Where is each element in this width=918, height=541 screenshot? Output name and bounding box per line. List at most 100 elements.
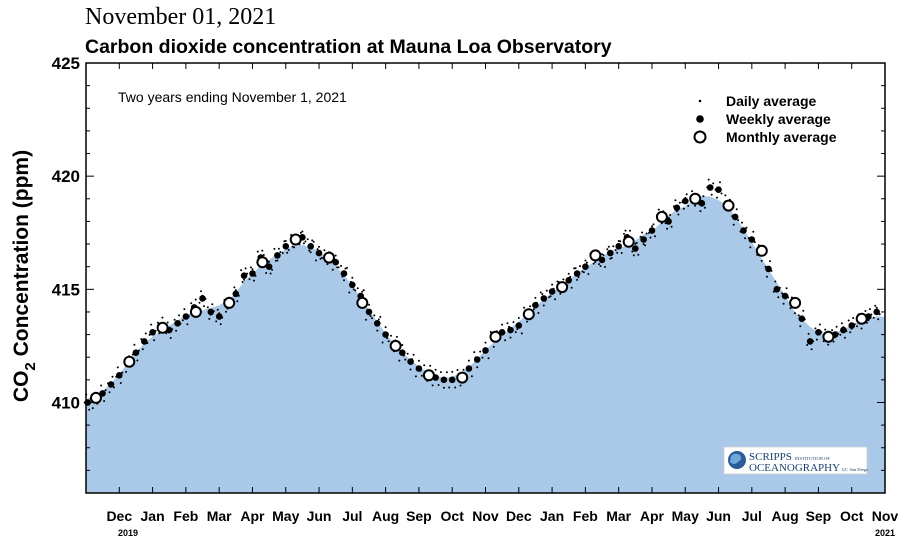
daily-point: [573, 267, 576, 270]
y-tick-label: 415: [52, 280, 80, 299]
legend: Daily average Weekly average Monthly ave…: [693, 93, 837, 145]
daily-point: [860, 327, 863, 330]
x-month-label: Nov: [872, 508, 899, 524]
daily-point: [343, 279, 345, 282]
daily-point: [651, 225, 653, 228]
x-month-label: May: [272, 508, 299, 524]
daily-point: [799, 325, 802, 328]
daily-point: [175, 329, 178, 332]
daily-point: [877, 318, 880, 321]
daily-point: [735, 208, 738, 211]
daily-point: [293, 246, 296, 249]
daily-point: [602, 254, 605, 257]
daily-point: [312, 240, 315, 243]
weekly-point: [648, 227, 656, 234]
daily-point: [677, 213, 680, 216]
daily-point: [501, 323, 504, 326]
logo-line1-small: INSTITUTION OF: [795, 456, 831, 461]
daily-point: [462, 368, 465, 371]
weekly-point: [132, 349, 140, 357]
daily-point: [311, 239, 314, 242]
daily-point: [710, 193, 713, 196]
daily-point: [567, 272, 570, 275]
monthly-point: [855, 312, 868, 325]
daily-point: [574, 267, 577, 270]
monthly-point: [556, 281, 569, 294]
daily-point: [745, 226, 748, 229]
daily-point: [125, 370, 128, 373]
daily-point: [150, 323, 153, 326]
weekly-point: [282, 243, 290, 250]
daily-point: [302, 242, 305, 245]
daily-point: [702, 195, 705, 198]
monthly-point: [589, 249, 602, 262]
weekly-point: [781, 292, 789, 300]
daily-point: [476, 366, 479, 369]
daily-point: [634, 242, 637, 245]
monthly-point: [522, 308, 535, 321]
daily-point: [423, 364, 426, 367]
daily-point: [874, 304, 877, 307]
x-year-label: 2021: [875, 528, 895, 538]
legend-weekly-label: Weekly average: [726, 111, 831, 127]
x-month-label: Feb: [573, 508, 598, 524]
daily-point: [352, 288, 355, 291]
x-month-label: Oct: [840, 508, 864, 524]
daily-point: [832, 340, 835, 343]
daily-point: [666, 227, 669, 230]
daily-point: [321, 256, 323, 259]
daily-point: [153, 339, 156, 342]
daily-point: [265, 272, 268, 274]
daily-point: [91, 407, 94, 410]
weekly-point: [548, 288, 556, 295]
weekly-point: [382, 331, 389, 338]
y-axis-label-rest: Concentration (ppm): [10, 150, 33, 362]
daily-point: [429, 364, 432, 367]
daily-point: [88, 408, 91, 411]
daily-point: [601, 253, 603, 256]
weekly-point: [141, 338, 148, 345]
x-month-label: Aug: [372, 508, 399, 524]
daily-point: [824, 328, 827, 331]
daily-point: [384, 326, 387, 329]
daily-point: [304, 240, 307, 243]
daily-point: [371, 317, 373, 320]
daily-point: [831, 329, 834, 332]
daily-point: [291, 245, 294, 248]
weekly-point: [482, 347, 489, 354]
daily-point: [121, 371, 124, 374]
daily-point: [554, 298, 557, 301]
x-month-label: Sep: [806, 508, 832, 524]
daily-point: [785, 287, 788, 290]
daily-point: [351, 276, 354, 279]
daily-point: [644, 244, 647, 247]
daily-point: [277, 247, 280, 250]
daily-point: [301, 230, 304, 233]
logo-box: [723, 446, 868, 475]
weekly-point: [573, 270, 581, 277]
daily-point: [454, 386, 457, 389]
daily-point: [356, 287, 359, 290]
daily-point: [623, 232, 625, 235]
daily-point: [639, 235, 642, 238]
x-month-label: Oct: [441, 508, 465, 524]
monthly-point: [755, 244, 768, 257]
daily-point: [136, 359, 139, 362]
daily-point: [856, 325, 858, 328]
daily-point: [340, 264, 342, 267]
weekly-point: [532, 301, 539, 309]
daily-point: [484, 341, 487, 344]
weekly-point: [873, 308, 880, 316]
daily-point: [523, 306, 526, 309]
daily-point: [420, 374, 423, 377]
daily-point: [719, 181, 721, 184]
legend-daily-marker: [698, 99, 702, 103]
monthly-point: [655, 210, 668, 223]
weekly-point: [232, 290, 240, 298]
chart-title: Carbon dioxide concentration at Mauna Lo…: [85, 36, 612, 58]
x-month-label: Dec: [106, 508, 132, 524]
daily-point: [437, 384, 440, 386]
daily-point: [409, 368, 412, 371]
daily-point: [587, 273, 590, 275]
